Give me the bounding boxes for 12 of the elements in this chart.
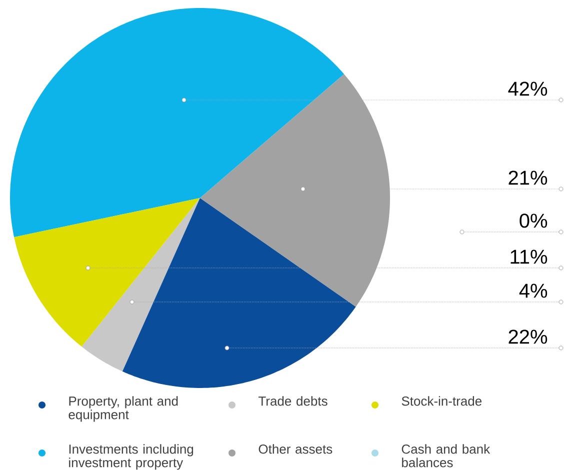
legend-label: Property, plant and equipment	[68, 396, 178, 422]
data-label: 4%	[519, 284, 548, 298]
text: 0%	[520, 214, 548, 228]
data-label: 21%	[508, 170, 548, 185]
legend-label: Investments including investment property	[69, 444, 194, 470]
data-label: 11%	[510, 250, 548, 264]
data-label: 42%	[508, 82, 548, 96]
legend-label: Cash and bank balances	[402, 444, 490, 468]
legend-label: Stock-in-trade	[402, 396, 482, 406]
legend-label: Other assets	[258, 444, 332, 454]
data-label: 22%	[508, 330, 548, 344]
legend-label: Trade debts	[258, 396, 328, 406]
